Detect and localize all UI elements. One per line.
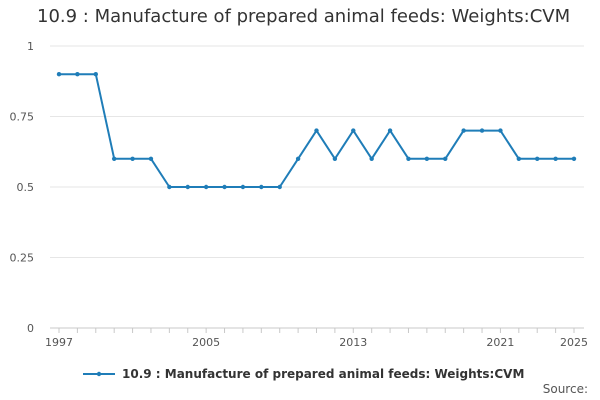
data-point[interactable]	[240, 184, 246, 190]
data-point[interactable]	[111, 156, 117, 161]
legend[interactable]: 10.9 : Manufacture of prepared animal fe…	[82, 365, 524, 383]
data-point[interactable]	[553, 156, 558, 161]
y-tick-label: 0.5	[17, 181, 35, 194]
data-point[interactable]	[351, 128, 356, 133]
y-tick-label: 0.25	[10, 252, 35, 265]
data-point[interactable]	[167, 184, 172, 190]
y-axis: 0 0.25 0.5 0.75 1	[10, 40, 35, 335]
x-tick-label: 2021	[486, 336, 514, 349]
data-point[interactable]	[277, 184, 282, 190]
data-point[interactable]	[93, 72, 98, 77]
data-point[interactable]	[148, 156, 154, 161]
y-tick-label: 0.75	[10, 111, 35, 124]
x-tick-label: 2005	[192, 336, 220, 349]
data-point[interactable]	[75, 72, 80, 77]
y-tick-label: 1	[27, 40, 34, 53]
data-point[interactable]	[332, 156, 338, 161]
data-point[interactable]	[56, 72, 62, 77]
legend-swatch	[83, 371, 115, 377]
data-point[interactable]	[479, 128, 485, 133]
data-point[interactable]	[222, 184, 227, 190]
data-point[interactable]	[424, 156, 430, 161]
data-point[interactable]	[516, 156, 522, 161]
y-tick-label: 0	[27, 322, 34, 335]
data-point[interactable]	[259, 184, 264, 190]
data-point[interactable]	[406, 156, 411, 161]
data-point[interactable]	[461, 128, 466, 133]
data-point[interactable]	[535, 156, 540, 161]
data-point[interactable]	[498, 128, 503, 133]
data-point[interactable]	[369, 156, 374, 161]
x-axis	[58, 328, 575, 333]
gridlines	[50, 45, 584, 329]
data-point[interactable]	[443, 156, 448, 161]
chart-title: 10.9 : Manufacture of prepared animal fe…	[37, 6, 571, 27]
x-tick-label: 2013	[339, 336, 367, 349]
data-point[interactable]	[203, 184, 209, 190]
x-tick-label: 2025	[560, 336, 588, 349]
data-point[interactable]	[130, 156, 135, 161]
x-axis-labels: 1997 2005 2013 2021 2025	[45, 336, 588, 349]
data-point[interactable]	[571, 156, 577, 161]
data-point[interactable]	[387, 128, 393, 133]
data-point[interactable]	[314, 128, 319, 133]
series	[56, 72, 577, 190]
data-point[interactable]	[295, 156, 301, 161]
data-point[interactable]	[185, 184, 190, 190]
source-label: Source:	[542, 382, 588, 396]
x-tick-label: 1997	[45, 336, 73, 349]
legend-label: 10.9 : Manufacture of prepared animal fe…	[122, 367, 525, 381]
